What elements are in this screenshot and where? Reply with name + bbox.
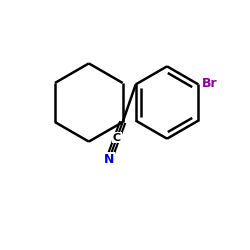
- Text: C: C: [113, 133, 121, 143]
- Text: Br: Br: [202, 77, 218, 90]
- Text: N: N: [104, 153, 114, 166]
